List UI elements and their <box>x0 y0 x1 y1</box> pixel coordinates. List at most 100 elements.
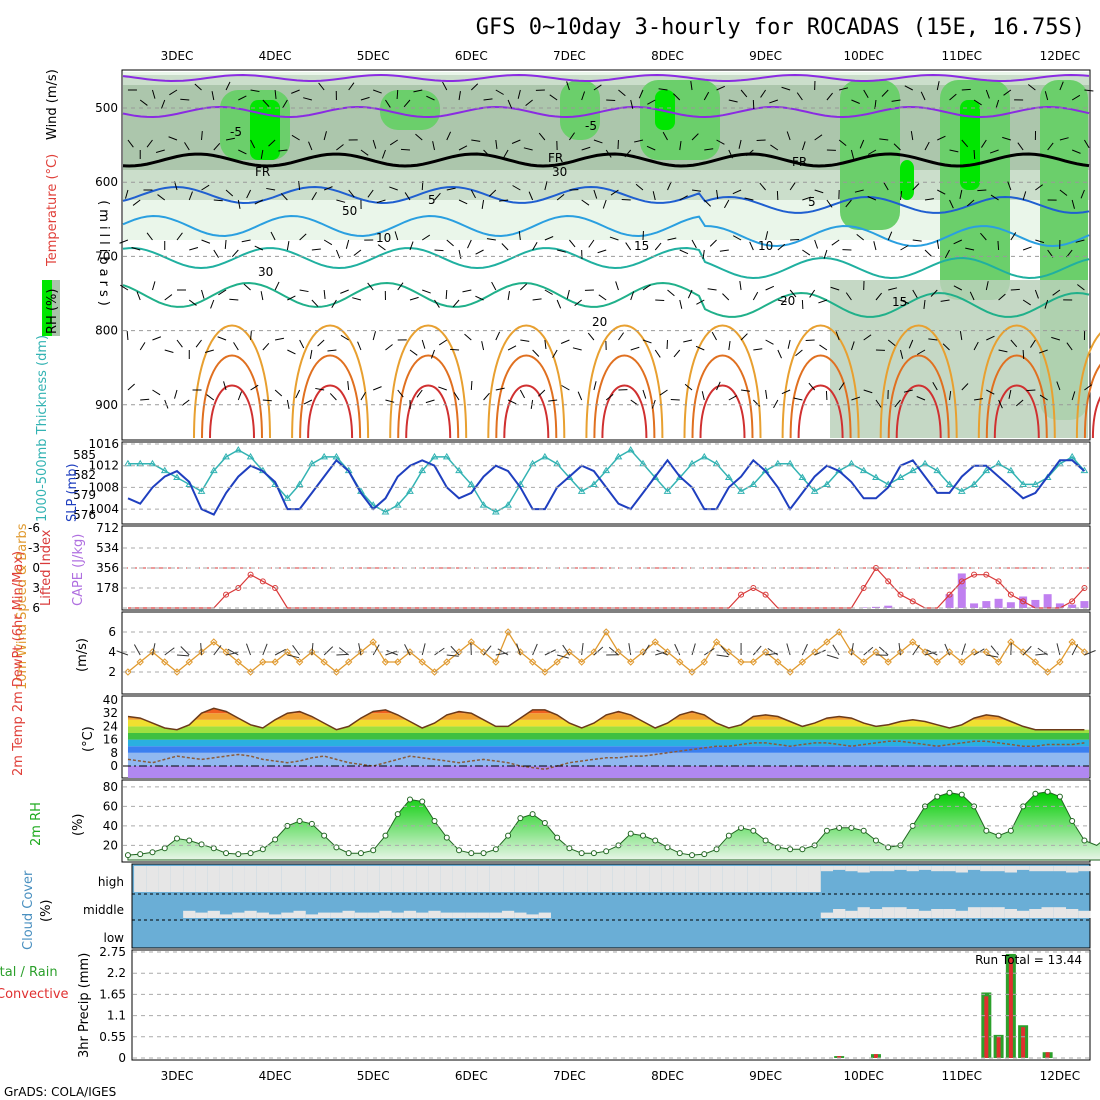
wind-barb <box>164 294 173 301</box>
cape-bar <box>871 606 880 608</box>
surface-wind-barb <box>532 643 538 656</box>
precip-tick-label: 1.65 <box>99 987 126 1001</box>
cloud-mid-clear <box>342 910 355 918</box>
wind-barb <box>711 331 717 341</box>
wind-barb <box>1010 339 1018 348</box>
cloud-high-clear <box>1029 866 1042 872</box>
wind-barb <box>126 330 129 341</box>
wind-barb <box>124 189 129 199</box>
wind-barb <box>1059 189 1068 196</box>
wind-barb <box>728 341 731 351</box>
wind-barb <box>481 199 485 209</box>
wind-barb <box>519 389 526 399</box>
wind-barb <box>893 143 901 151</box>
lifted-index-tick-label: -6 <box>28 521 40 535</box>
wind-barb <box>176 339 183 348</box>
thickness-marker <box>663 487 672 494</box>
wind-barb <box>949 199 954 209</box>
cloud-axis-unit: (%) <box>39 900 54 923</box>
wind-barb <box>1039 394 1048 401</box>
wind-barb <box>802 249 811 256</box>
slp-tick-label: 1004 <box>88 502 119 516</box>
wind-barb <box>426 95 435 101</box>
wind-barb <box>360 149 369 156</box>
contour-label: 30 <box>552 165 567 179</box>
wind-barb <box>566 289 570 299</box>
cloud-mid-clear <box>501 910 515 918</box>
rh2m-marker <box>885 844 892 851</box>
wind-barb <box>520 283 528 291</box>
wind-barb <box>470 380 473 391</box>
wind-barb <box>544 236 554 241</box>
cloud-high-clear <box>268 866 282 892</box>
wind-barb <box>470 83 479 91</box>
wind-barb <box>765 231 769 241</box>
wind-barb <box>728 99 738 103</box>
wind-barb <box>189 247 199 251</box>
wind-barb <box>286 241 290 251</box>
wind-barb <box>560 339 570 344</box>
slp-tick-label: 1016 <box>88 437 119 451</box>
temp-color-band <box>127 713 1089 720</box>
wind-barb <box>850 341 855 351</box>
wind-barb <box>152 389 161 396</box>
surface-wind-barb <box>674 643 681 656</box>
cloud-high-clear <box>759 866 772 892</box>
cloud-mid-clear <box>330 912 343 918</box>
wind-tick-label: 4 <box>108 645 116 659</box>
cloud-mid-clear <box>391 912 404 918</box>
wind-barb <box>381 149 386 159</box>
lifted-index-marker <box>897 591 904 598</box>
rh2m-marker <box>431 818 438 824</box>
wind-barb <box>520 339 530 342</box>
wind-barb <box>298 180 301 191</box>
wind-barb <box>377 244 386 251</box>
wind-barb <box>966 199 975 207</box>
wind-barb <box>315 387 325 391</box>
wind-speed-marker <box>210 638 218 646</box>
lifted-index-marker <box>247 571 254 578</box>
wind-barb <box>856 233 865 241</box>
wind-barb <box>280 193 288 201</box>
wind-barb <box>360 392 367 401</box>
precip-conv-bar <box>1045 1052 1050 1058</box>
cape-bar <box>1080 601 1089 608</box>
wind-barb <box>308 141 313 151</box>
rh2m-marker <box>161 845 168 852</box>
cloud-high-clear <box>207 866 220 892</box>
rh2m-marker <box>664 844 671 851</box>
surface-wind-barb <box>878 646 889 656</box>
wind-barb <box>241 239 251 243</box>
wind-speed-marker <box>1019 648 1027 656</box>
cloud-high-clear <box>354 866 368 892</box>
wind-barb <box>491 281 497 291</box>
wind-barb <box>602 199 607 209</box>
wind-barb <box>367 189 374 198</box>
wind-barb <box>282 99 288 108</box>
wind-barb <box>687 289 693 299</box>
wind-barb <box>127 383 135 391</box>
wind-speed-marker <box>1068 638 1076 646</box>
rh2m-marker <box>296 818 303 824</box>
dewpoint-line <box>127 740 1085 771</box>
rh2m-marker <box>468 850 475 857</box>
wind-barb <box>867 196 877 201</box>
wind-speed-marker <box>320 658 328 666</box>
wind-barb <box>353 249 362 256</box>
contour-label: 5 <box>428 193 436 207</box>
rh2m-marker <box>529 811 536 818</box>
wind-barb <box>891 99 901 102</box>
cloud-high-clear <box>636 866 650 892</box>
cloud-high-clear <box>538 866 552 892</box>
wind-barb <box>900 245 909 251</box>
rh2m-marker <box>406 796 413 803</box>
cloud-mid-clear <box>477 912 490 918</box>
surface-wind-barb <box>287 654 300 659</box>
cloud-mid-clear <box>207 910 220 918</box>
wind-barb <box>618 332 625 341</box>
cloud-high-clear <box>1053 866 1067 872</box>
wind-barb <box>937 189 946 195</box>
wind-barb <box>924 249 932 257</box>
wind-barb <box>489 189 497 197</box>
wind-barb <box>814 189 824 194</box>
